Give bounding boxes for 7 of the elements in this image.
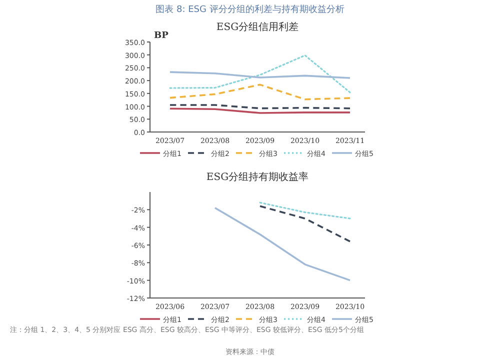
text: 图表 8: ESG 评分分组的利差与持有期收益分析 (156, 4, 344, 15)
line-series (169, 54, 351, 94)
chart-title: ESG分组持有期收益率 (206, 171, 309, 183)
y-axis-title: BP (154, 31, 169, 41)
line-series (169, 84, 351, 100)
chart-title: ESG分组信用利差 (216, 21, 299, 33)
line-series (214, 207, 351, 282)
